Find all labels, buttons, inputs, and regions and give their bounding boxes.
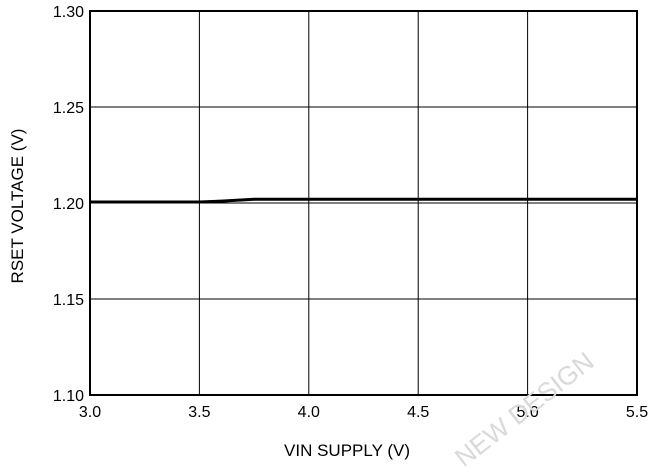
- x-tick-label: 5.5: [626, 404, 648, 421]
- series-layer: [90, 197, 637, 204]
- x-tick-label: 4.0: [298, 404, 320, 421]
- y-tick-label: 1.20: [53, 196, 84, 213]
- x-tick-label: 3.0: [79, 404, 101, 421]
- y-tick-label: 1.30: [53, 4, 84, 21]
- tick-labels: 3.0 3.5 4.0 4.5 5.0 5.5 1.30 1.25 1.20 1.15 1.10: [53, 4, 648, 421]
- watermark: NEW DESIGN: [449, 346, 600, 467]
- x-tick-label: 3.5: [188, 404, 210, 421]
- y-tick-label: 1.25: [53, 100, 84, 117]
- plot-frame: [89, 10, 638, 396]
- series-line: [90, 197, 637, 204]
- x-axis-title: VIN SUPPLY (V): [284, 441, 410, 460]
- x-tick-label: 5.0: [516, 404, 538, 421]
- y-axis-title: RSET VOLTAGE (V): [8, 129, 27, 284]
- y-tick-label: 1.15: [53, 292, 84, 309]
- x-tick-label: 4.5: [407, 404, 429, 421]
- y-tick-label: 1.10: [53, 388, 84, 405]
